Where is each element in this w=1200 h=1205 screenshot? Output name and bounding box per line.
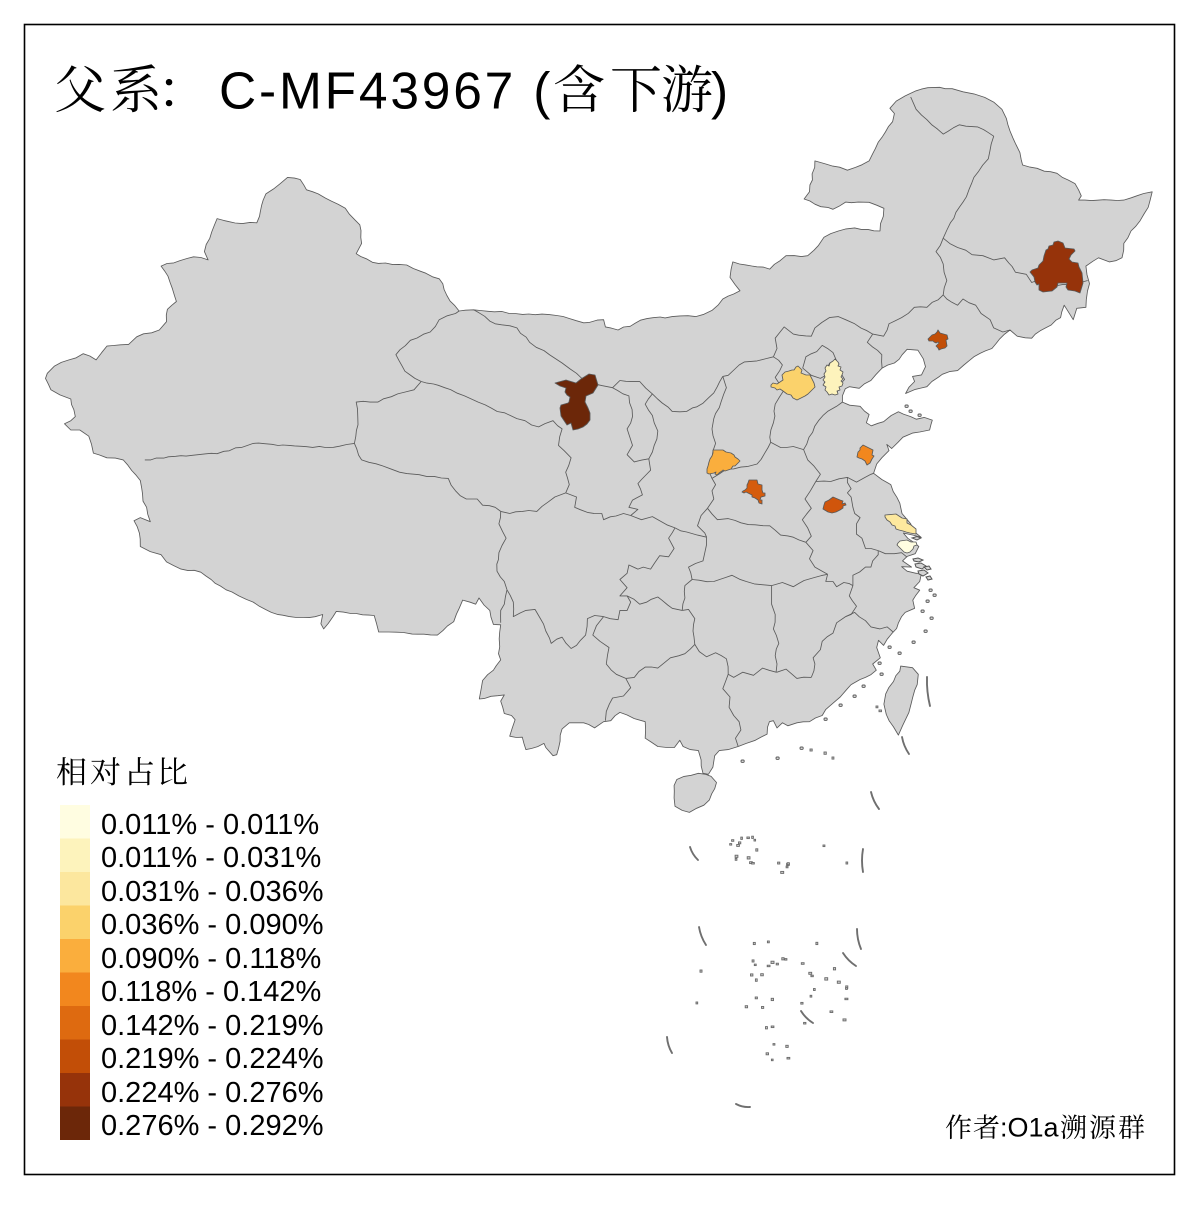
svg-text:0.219% - 0.224%: 0.219% - 0.224% [101, 1043, 323, 1075]
svg-text:0.118% - 0.142%: 0.118% - 0.142% [101, 976, 321, 1008]
svg-text:0.031% - 0.036%: 0.031% - 0.036% [101, 876, 323, 908]
svg-text:): ) [711, 62, 728, 120]
svg-text:0.224% - 0.276%: 0.224% - 0.276% [101, 1077, 323, 1109]
svg-text:C-MF43967 (: C-MF43967 ( [219, 62, 553, 120]
svg-text:0.090% - 0.118%: 0.090% - 0.118% [101, 943, 321, 975]
svg-text:0.011% - 0.031%: 0.011% - 0.031% [101, 842, 321, 874]
svg-text:0.036% - 0.090%: 0.036% - 0.090% [101, 909, 323, 941]
svg-text:0.011% - 0.011%: 0.011% - 0.011% [101, 809, 319, 841]
svg-text::O1a: :O1a [1000, 1113, 1060, 1143]
svg-text:0.276% - 0.292%: 0.276% - 0.292% [101, 1110, 323, 1142]
svg-text:0.142% - 0.219%: 0.142% - 0.219% [101, 1010, 323, 1042]
